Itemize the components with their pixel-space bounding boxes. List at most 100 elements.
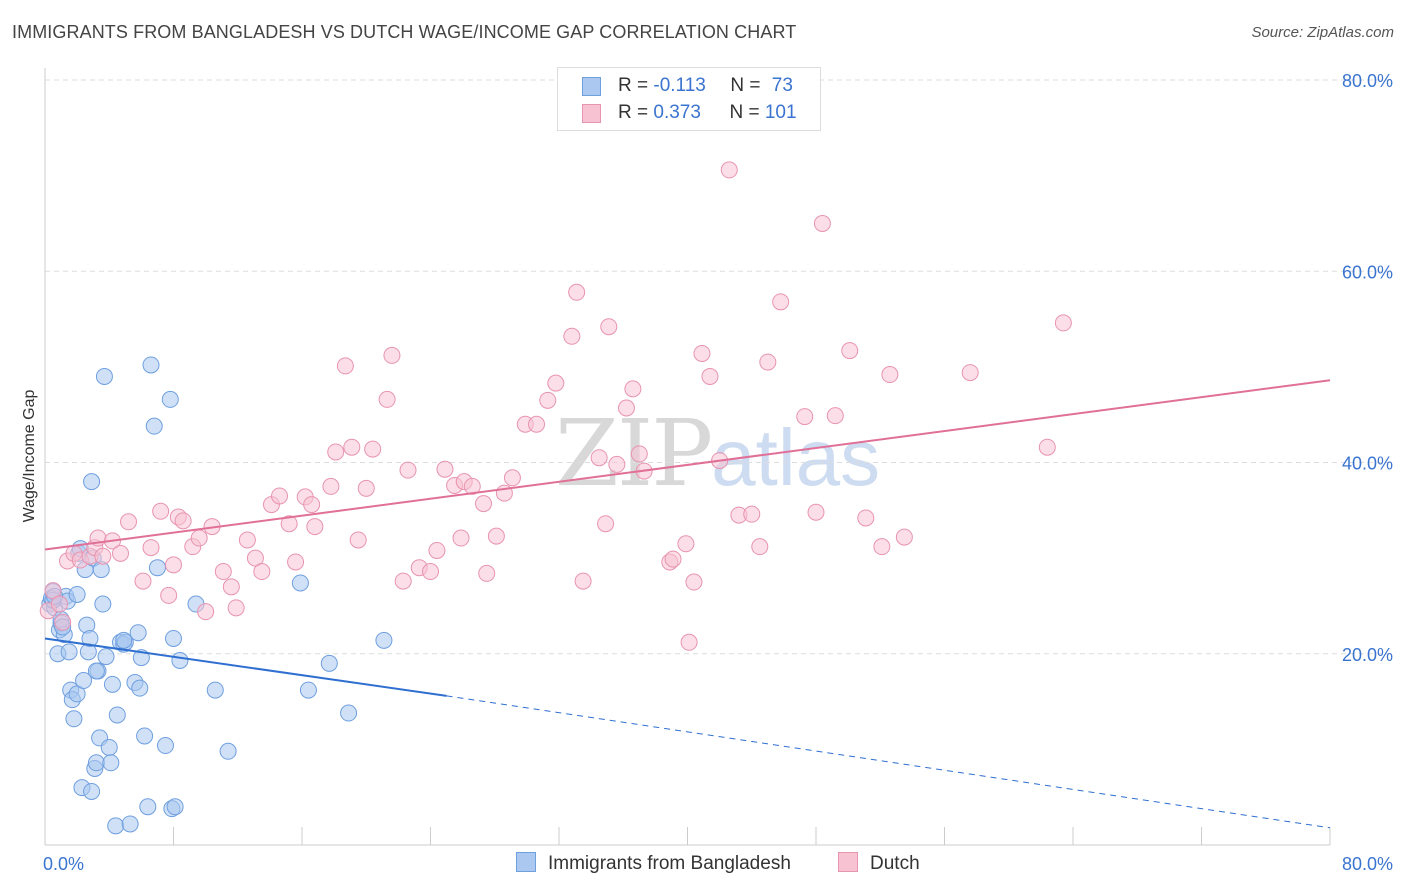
dutch-point [422, 563, 439, 581]
dutch-point [624, 380, 642, 398]
bangladesh-point [291, 574, 309, 592]
legend-n-value: 73 [771, 75, 793, 96]
dutch-point [574, 572, 592, 590]
dutch-point [253, 563, 271, 581]
bangladesh-point [139, 798, 157, 816]
dutch-point [630, 445, 648, 463]
dutch-point [327, 443, 345, 461]
bangladesh-point [107, 817, 125, 835]
dutch-point [701, 367, 719, 385]
bangladesh-point [108, 706, 126, 724]
legend-r-value: -0.113 [653, 75, 706, 96]
bangladesh-point [121, 815, 139, 833]
bangladesh-point [161, 390, 179, 408]
dutch-point [664, 550, 682, 568]
bangladesh-point [156, 737, 174, 755]
bangladesh-point [145, 417, 163, 435]
dutch-point [826, 407, 844, 425]
dutch-point [881, 366, 899, 384]
y-tick-label: 80.0% [1342, 71, 1393, 91]
dutch-point [152, 502, 170, 520]
bangladesh-point [65, 710, 83, 728]
dutch-point [120, 513, 138, 531]
y-tick-label: 20.0% [1342, 645, 1393, 665]
dutch-point [563, 327, 581, 345]
dutch-point [693, 344, 711, 362]
legend-r-value: 0.373 [653, 102, 701, 123]
dutch-point [452, 529, 470, 547]
dutch-point [487, 527, 505, 545]
bangladesh-point [219, 742, 237, 760]
dutch-point [174, 512, 192, 530]
dutch-point [238, 531, 256, 549]
dutch-point [680, 633, 698, 651]
dutch-point [378, 390, 396, 408]
dutch-point [813, 214, 831, 232]
dutch-point [873, 538, 891, 556]
dutch-point [547, 374, 565, 392]
dutch-point [677, 535, 695, 553]
dutch-point [841, 342, 859, 360]
bangladesh-point [166, 798, 184, 816]
bangladesh-trend-extension [446, 695, 1331, 829]
bottom-legend-swatch-blue [516, 852, 536, 872]
bangladesh-point [340, 704, 358, 722]
legend-n-label: N = [729, 102, 765, 123]
dutch-point [1038, 438, 1056, 456]
bangladesh-point [165, 629, 182, 647]
dutch-point [720, 161, 738, 179]
legend-n-value: 101 [764, 102, 797, 123]
bangladesh-point [129, 624, 147, 642]
bangladesh-point [60, 643, 78, 661]
dutch-point [364, 440, 382, 458]
dutch-point [617, 399, 635, 417]
dutch-point [280, 515, 298, 533]
bangladesh-point [136, 727, 154, 745]
legend-n-label: N = [730, 75, 766, 96]
dutch-point [600, 318, 618, 336]
legend-swatch-pink [582, 104, 601, 123]
dutch-point [197, 603, 215, 621]
x-tick-label: 80.0% [1342, 854, 1393, 874]
dutch-point [322, 477, 340, 495]
bottom-legend-label: Dutch [870, 853, 920, 874]
bottom-legend-swatch-pink [838, 852, 858, 872]
dutch-point [357, 479, 375, 497]
y-axis-label: Wage/Income Gap [21, 390, 38, 523]
bangladesh-point [171, 651, 189, 669]
chart-title: IMMIGRANTS FROM BANGLADESH VS DUTCH WAGE… [12, 22, 797, 42]
bangladesh-point [83, 782, 101, 800]
bottom-legend-label: Immigrants from Bangladesh [548, 853, 791, 874]
watermark: ZIPatlas [555, 400, 880, 507]
dutch-point [160, 586, 178, 604]
dutch-point [436, 460, 454, 478]
stats-legend: R = -0.113 N = 73 R = 0.373 N = 101 [557, 67, 821, 131]
dutch-point [463, 477, 481, 495]
dutch-point [50, 595, 68, 613]
bangladesh-point [83, 473, 101, 491]
bangladesh-point [206, 681, 224, 699]
dutch-point [383, 346, 401, 364]
dutch-point [222, 578, 240, 596]
dutch-point [685, 573, 703, 591]
bangladesh-point [87, 754, 105, 772]
dutch-point [303, 496, 321, 514]
dutch-point [528, 415, 546, 433]
dutch-point [428, 541, 446, 559]
dutch-point [478, 564, 496, 582]
dutch-point [349, 531, 367, 549]
bangladesh-point [115, 631, 133, 649]
bangladesh-point [75, 672, 93, 690]
dutch-point [287, 553, 305, 571]
bangladesh-point [142, 356, 160, 374]
dutch-point [394, 572, 412, 590]
dutch-point [895, 528, 913, 546]
dutch-point [399, 461, 417, 479]
dutch-point [503, 469, 521, 487]
y-tick-label: 60.0% [1342, 262, 1393, 282]
bottom-legend-dutch: Dutch [838, 852, 920, 875]
bangladesh-point [87, 662, 105, 680]
dutch-point [772, 293, 790, 311]
bangladesh-point [320, 654, 338, 672]
